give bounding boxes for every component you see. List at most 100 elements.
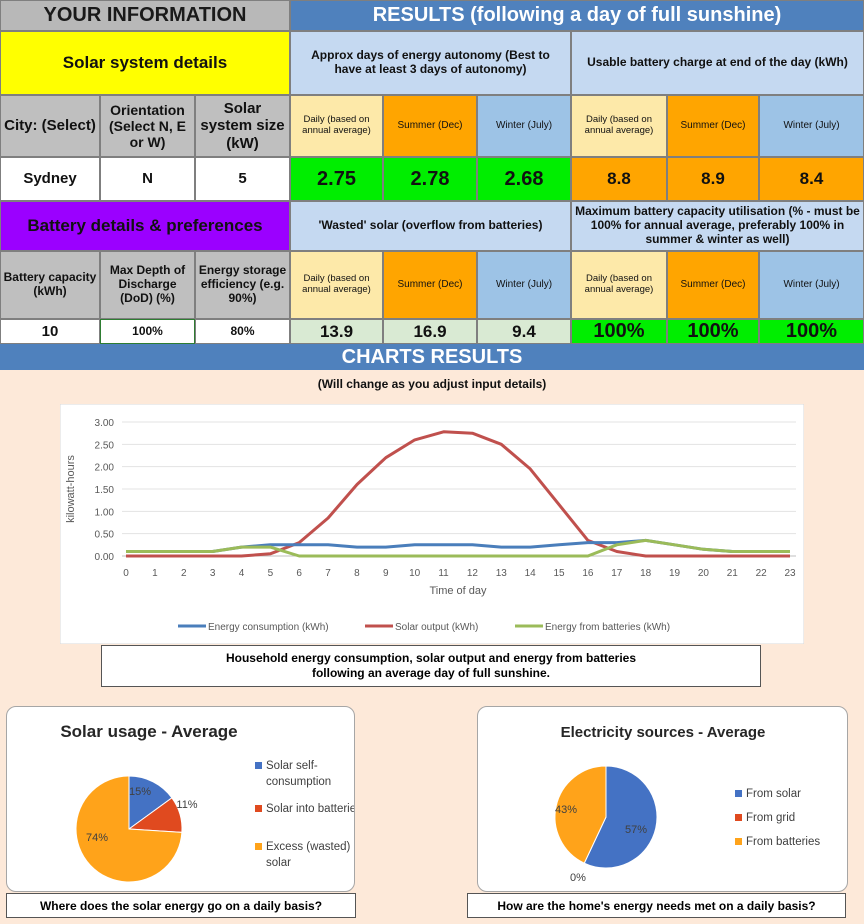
charge-title: Usable battery charge at end of the day …: [571, 31, 864, 95]
pie1-legend-label-2: solar: [266, 857, 291, 869]
pie2-legend-swatch-2: [735, 838, 742, 845]
x-tick-label: 9: [383, 568, 389, 579]
battery-capacity-label: Battery capacity (kWh): [0, 251, 100, 319]
autonomy-summer-value: 2.78: [383, 157, 477, 201]
charge-winter-value: 8.4: [759, 157, 864, 201]
pie2-slice-0: [583, 765, 658, 869]
legend-label-series-energy-from-batteries: Energy from batteries (kWh): [545, 622, 670, 633]
y-tick-label: 0.50: [95, 530, 115, 541]
utilisation-summer-label: Summer (Dec): [667, 251, 759, 319]
x-tick-label: 14: [525, 568, 537, 579]
pie2-legend-swatch-0: [735, 790, 742, 797]
x-axis-title: Time of day: [429, 585, 487, 597]
x-tick-label: 18: [640, 568, 652, 579]
efficiency-label: Energy storage efficiency (e.g. 90%): [195, 251, 290, 319]
utilisation-title: Maximum battery capacity utilisation (% …: [571, 201, 864, 251]
efficiency-input[interactable]: 80%: [195, 319, 290, 344]
x-tick-label: 21: [727, 568, 739, 579]
x-tick-label: 12: [467, 568, 479, 579]
x-tick-label: 5: [268, 568, 274, 579]
x-tick-label: 3: [210, 568, 216, 579]
dod-label: Max Depth of Discharge (DoD) (%): [100, 251, 195, 319]
y-tick-label: 0.00: [95, 552, 115, 563]
charge-winter-label: Winter (July): [759, 95, 864, 157]
x-tick-label: 23: [784, 568, 796, 579]
pie1-slice-0: [128, 775, 173, 830]
pie1-data-label-1: 11%: [176, 799, 197, 811]
pie1-box: Solar usage - Average 15% 11% 74% Solar self…: [6, 706, 362, 892]
pie1-legend-label-1: Solar into batteries: [266, 803, 354, 815]
pie2-legend-label-0: From solar: [746, 788, 801, 800]
x-tick-label: 16: [582, 568, 594, 579]
x-tick-label: 19: [669, 568, 681, 579]
orientation-label: Orientation (Select N, E or W): [100, 95, 195, 157]
line-caption-line-1: Household energy consumption, solar outp…: [225, 651, 637, 665]
pie1-data-label-2: 74%: [86, 832, 108, 844]
utilisation-winter-value: 100%: [759, 319, 864, 344]
pie1-legend-swatch-2: [255, 843, 262, 850]
your-information-header: YOUR INFORMATION: [0, 0, 290, 31]
pie1-caption: Where does the solar energy go on a dail…: [6, 893, 356, 918]
utilisation-winter-label: Winter (July): [759, 251, 864, 319]
x-tick-label: 1: [152, 568, 158, 579]
x-tick-label: 7: [325, 568, 331, 579]
charge-summer-label: Summer (Dec): [667, 95, 759, 157]
pie2-box: Electricity sources - Average 57% 0% 43% Fro…: [477, 706, 848, 892]
charts-results-title: CHARTS RESULTS: [0, 344, 864, 370]
pie2-data-label-2: 43%: [555, 804, 577, 816]
x-tick-label: 10: [409, 568, 421, 579]
line-chart-caption: Household energy consumption, solar outp…: [101, 645, 761, 687]
charge-summer-value: 8.9: [667, 157, 759, 201]
pie2-data-label-0: 57%: [625, 824, 647, 836]
pie1-legend-label-2: Excess (wasted): [266, 841, 351, 853]
autonomy-title: Approx days of energy autonomy (Best to …: [290, 31, 571, 95]
charge-daily-label: Daily (based on annual average): [571, 95, 667, 157]
pie1-legend-swatch-0: [255, 762, 262, 769]
series-energy-from-batteries-line: [126, 538, 790, 558]
city-select[interactable]: Sydney: [0, 157, 100, 201]
x-tick-label: 6: [296, 568, 302, 579]
pie2-title: Electricity sources - Average: [561, 724, 766, 741]
utilisation-daily-label: Daily (based on annual average): [571, 251, 667, 319]
autonomy-winter-value: 2.68: [477, 157, 571, 201]
size-label: Solar system size (kW): [195, 95, 290, 157]
y-tick-label: 2.00: [95, 463, 115, 474]
pie1-chart: Solar usage - Average 15% 11% 74% Solar self…: [60, 722, 362, 883]
pie2-legend-swatch-1: [735, 814, 742, 821]
series-solar-output-line: [126, 430, 790, 558]
x-tick-label: 15: [553, 568, 565, 579]
line-chart-background: [60, 404, 804, 644]
solar-details-title: Solar system details: [0, 31, 290, 95]
pie2-chart: Electricity sources - Average 57% 0% 43% Fro…: [554, 724, 820, 884]
battery-capacity-input[interactable]: 10: [0, 319, 100, 344]
x-tick-label: 8: [354, 568, 360, 579]
y-axis-title: kilowatt-hours: [65, 455, 77, 523]
legend-label-series-energy-consumption: Energy consumption (kWh): [208, 622, 329, 633]
wasted-title: 'Wasted' solar (overflow from batteries): [290, 201, 571, 251]
wasted-summer-value: 16.9: [383, 319, 477, 344]
pie2-legend-label-2: From batteries: [746, 836, 820, 848]
size-input[interactable]: 5: [195, 157, 290, 201]
x-tick-label: 17: [611, 568, 623, 579]
pie2-data-label-1: 0%: [570, 872, 586, 884]
utilisation-daily-value: 100%: [571, 319, 667, 344]
wasted-summer-label: Summer (Dec): [383, 251, 477, 319]
pie1-legend-label-0: Solar self-: [266, 760, 318, 772]
pie1-data-label-0: 15%: [129, 786, 151, 798]
dod-input[interactable]: 100%: [100, 319, 195, 344]
legend-label-series-solar-output: Solar output (kWh): [395, 622, 478, 633]
pie2-caption: How are the home's energy needs met on a…: [467, 893, 846, 918]
charts-subtitle: (Will change as you adjust input details…: [317, 377, 547, 391]
y-tick-label: 3.00: [95, 418, 115, 429]
wasted-daily-value: 13.9: [290, 319, 383, 344]
x-tick-label: 11: [438, 568, 449, 579]
x-tick-label: 22: [756, 568, 768, 579]
y-tick-label: 2.50: [95, 440, 115, 451]
orientation-select[interactable]: N: [100, 157, 195, 201]
x-tick-label: 20: [698, 568, 710, 579]
pie1-legend-label-0: consumption: [266, 776, 331, 788]
pie1-title: Solar usage - Average: [60, 722, 237, 741]
line-chart: 0.000.501.001.502.002.503.000 1 2 3 4 5 6 7 8 9 10…: [60, 404, 804, 644]
x-tick-label: 0: [123, 568, 129, 579]
line-caption-line-2: following an average day of full sunshin…: [311, 666, 551, 680]
